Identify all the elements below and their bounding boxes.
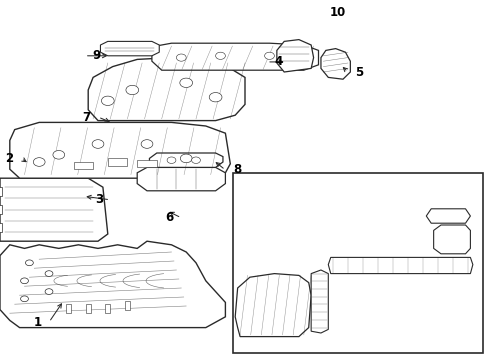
Circle shape: [280, 300, 288, 305]
Bar: [0, 205, 2, 214]
Circle shape: [266, 314, 273, 320]
Bar: [86, 304, 91, 313]
Polygon shape: [152, 43, 318, 70]
Circle shape: [290, 289, 298, 294]
Polygon shape: [328, 257, 473, 274]
Polygon shape: [0, 178, 108, 241]
Circle shape: [45, 289, 53, 294]
Circle shape: [141, 140, 153, 148]
Text: 9: 9: [92, 49, 100, 62]
Polygon shape: [277, 40, 314, 72]
Polygon shape: [0, 241, 225, 328]
Bar: [125, 301, 130, 310]
Circle shape: [209, 93, 222, 102]
Circle shape: [176, 54, 186, 61]
Circle shape: [92, 140, 104, 148]
Circle shape: [167, 157, 176, 163]
Bar: [105, 304, 110, 313]
Text: 5: 5: [355, 66, 364, 78]
Bar: [0, 187, 2, 196]
Polygon shape: [88, 58, 245, 121]
Text: 10: 10: [329, 6, 345, 19]
Bar: [0, 223, 2, 232]
Text: 1: 1: [33, 316, 42, 329]
Polygon shape: [311, 270, 328, 333]
Polygon shape: [434, 225, 470, 254]
Text: 4: 4: [274, 55, 283, 68]
Polygon shape: [10, 122, 230, 178]
Bar: [74, 162, 93, 169]
Text: 7: 7: [82, 111, 91, 123]
Polygon shape: [235, 274, 311, 337]
Circle shape: [180, 154, 192, 163]
Text: 3: 3: [95, 193, 103, 206]
Bar: [108, 158, 127, 166]
Polygon shape: [149, 153, 223, 167]
Text: 2: 2: [5, 152, 14, 165]
Polygon shape: [426, 209, 470, 223]
Circle shape: [101, 96, 114, 105]
Circle shape: [446, 234, 461, 245]
Circle shape: [246, 321, 254, 327]
Circle shape: [21, 296, 28, 302]
Circle shape: [33, 158, 45, 166]
Circle shape: [126, 85, 139, 95]
Circle shape: [265, 52, 274, 59]
Text: 6: 6: [166, 211, 174, 224]
Bar: [137, 160, 157, 167]
Circle shape: [45, 271, 53, 276]
Circle shape: [216, 52, 225, 59]
Polygon shape: [137, 167, 225, 191]
Circle shape: [21, 278, 28, 284]
Text: 8: 8: [233, 163, 241, 176]
Polygon shape: [100, 41, 159, 56]
Circle shape: [53, 150, 65, 159]
Bar: [66, 304, 71, 313]
Circle shape: [192, 157, 200, 163]
Circle shape: [25, 260, 33, 266]
Polygon shape: [321, 49, 350, 79]
Circle shape: [180, 78, 193, 87]
Bar: [233, 173, 483, 353]
